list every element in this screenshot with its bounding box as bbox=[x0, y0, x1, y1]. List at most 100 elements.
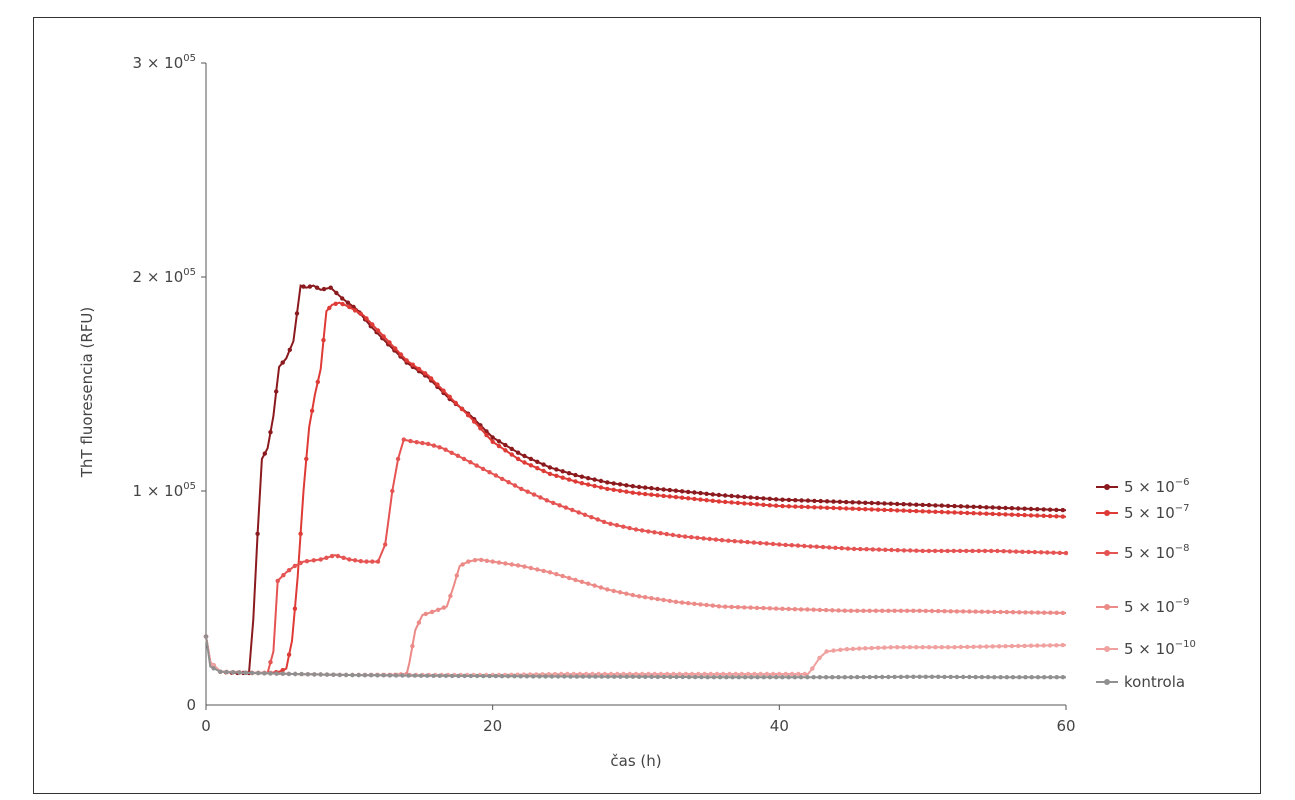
data-point bbox=[546, 672, 551, 677]
data-point bbox=[496, 443, 502, 449]
data-point bbox=[792, 607, 798, 612]
x-ticks: 0 20 40 60 bbox=[201, 705, 1076, 735]
legend-label: 5 × 10−7 bbox=[1124, 503, 1190, 522]
data-point bbox=[929, 608, 935, 614]
data-point bbox=[870, 547, 875, 552]
data-point bbox=[707, 536, 712, 542]
data-point bbox=[525, 489, 530, 494]
data-point bbox=[643, 595, 648, 600]
data-point bbox=[573, 577, 578, 583]
data-point bbox=[861, 674, 866, 680]
data-point bbox=[315, 379, 320, 385]
data-point bbox=[538, 495, 543, 500]
data-point bbox=[686, 674, 692, 680]
data-point bbox=[945, 503, 951, 509]
data-point bbox=[305, 672, 311, 677]
data-point bbox=[888, 507, 893, 513]
data-point bbox=[1038, 550, 1044, 555]
data-point bbox=[404, 358, 409, 363]
data-point bbox=[425, 673, 430, 678]
data-point bbox=[447, 394, 452, 399]
data-point bbox=[1029, 610, 1034, 615]
data-point bbox=[474, 463, 479, 468]
data-point bbox=[582, 512, 588, 517]
data-point bbox=[268, 671, 273, 676]
data-point bbox=[767, 606, 772, 611]
data-point bbox=[752, 671, 757, 677]
data-point bbox=[484, 558, 490, 563]
data-point bbox=[484, 432, 489, 438]
data-point bbox=[842, 675, 847, 680]
series-line bbox=[205, 636, 1066, 679]
data-point bbox=[671, 671, 676, 677]
data-point bbox=[973, 674, 978, 680]
data-point bbox=[914, 508, 919, 514]
data-point bbox=[429, 609, 435, 615]
data-point bbox=[1047, 513, 1053, 519]
data-point bbox=[393, 673, 399, 678]
data-point bbox=[667, 494, 672, 499]
data-point bbox=[926, 509, 932, 514]
data-point bbox=[920, 509, 925, 514]
data-point bbox=[939, 548, 944, 554]
data-point bbox=[541, 468, 546, 474]
data-point bbox=[1041, 507, 1046, 512]
data-point bbox=[735, 605, 741, 610]
data-point bbox=[515, 563, 521, 568]
data-point bbox=[280, 360, 285, 365]
data-point bbox=[649, 674, 654, 679]
data-point bbox=[443, 673, 449, 678]
data-point bbox=[699, 674, 704, 680]
data-point bbox=[985, 609, 991, 614]
legend-item: 5 × 10−10 bbox=[1096, 639, 1196, 658]
data-point bbox=[356, 672, 361, 678]
data-point bbox=[459, 406, 465, 412]
legend-label: 5 × 10−9 bbox=[1124, 597, 1190, 616]
data-point bbox=[805, 675, 810, 680]
data-point bbox=[704, 491, 709, 496]
y-tick-label: 3 × 1005 bbox=[133, 53, 196, 72]
data-point bbox=[945, 510, 951, 515]
data-point bbox=[1007, 549, 1013, 554]
data-point bbox=[979, 674, 985, 680]
data-point bbox=[370, 322, 375, 327]
data-point bbox=[907, 502, 913, 507]
data-point bbox=[873, 674, 879, 680]
data-point bbox=[880, 674, 885, 680]
data-point bbox=[347, 557, 352, 562]
data-point bbox=[805, 504, 811, 510]
data-point bbox=[608, 671, 614, 677]
data-point bbox=[851, 546, 857, 552]
data-point bbox=[850, 646, 856, 652]
data-point bbox=[824, 499, 830, 504]
data-point bbox=[617, 488, 623, 493]
data-point bbox=[410, 362, 415, 367]
data-point bbox=[480, 466, 486, 472]
data-point bbox=[686, 601, 691, 606]
data-point bbox=[509, 562, 514, 567]
data-point bbox=[873, 608, 879, 613]
data-point bbox=[855, 674, 860, 680]
data-point bbox=[793, 498, 798, 503]
data-point bbox=[780, 606, 785, 611]
data-point bbox=[920, 645, 925, 650]
data-point bbox=[831, 499, 836, 504]
data-point bbox=[1048, 675, 1053, 680]
data-point bbox=[850, 500, 855, 505]
data-point bbox=[1009, 643, 1015, 649]
data-point bbox=[518, 674, 523, 679]
data-point bbox=[844, 499, 849, 505]
data-point bbox=[942, 674, 947, 680]
data-point bbox=[683, 671, 689, 677]
data-point bbox=[716, 499, 722, 504]
data-point bbox=[677, 671, 682, 677]
data-point bbox=[990, 505, 995, 510]
data-point bbox=[911, 608, 916, 613]
data-point bbox=[895, 645, 900, 650]
data-point bbox=[466, 559, 471, 564]
data-point bbox=[478, 426, 483, 431]
data-point bbox=[630, 592, 635, 598]
series-group bbox=[203, 284, 1069, 680]
legend-marker bbox=[1104, 550, 1110, 556]
data-point bbox=[668, 674, 673, 680]
